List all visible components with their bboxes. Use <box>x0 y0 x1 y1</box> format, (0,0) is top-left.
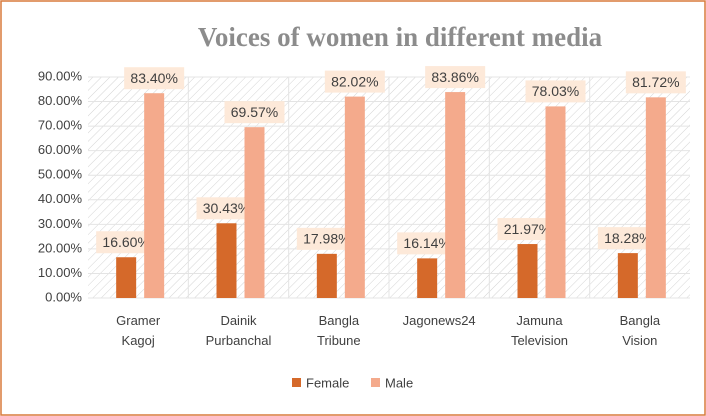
y-tick-label: 60.00% <box>38 142 83 157</box>
x-tick-label: Gramer Kagoj <box>116 313 161 348</box>
x-tick-label: Dainik Purbanchal <box>206 313 272 348</box>
data-label: 82.02% <box>331 73 378 89</box>
data-label-box <box>296 227 357 250</box>
y-tick-label: 0.00% <box>45 289 82 304</box>
data-label-box <box>324 70 385 93</box>
data-label-box <box>196 197 257 220</box>
data-label-box <box>597 227 658 250</box>
data-label: 69.57% <box>231 104 278 120</box>
chart-title: Voices of women in different media <box>198 22 603 52</box>
data-label: 18.28% <box>604 230 651 246</box>
legend-swatch <box>371 378 380 387</box>
y-tick-label: 70.00% <box>38 118 83 133</box>
bar <box>645 97 666 298</box>
data-label: 83.86% <box>431 69 478 85</box>
data-label: 21.97% <box>504 221 551 237</box>
x-tick-label: Bangla Vision <box>620 313 661 348</box>
data-label-box <box>224 101 285 124</box>
legend-label: Female <box>306 375 349 390</box>
data-label-box <box>397 232 458 255</box>
legend-swatch <box>292 378 301 387</box>
data-label: 78.03% <box>532 83 579 99</box>
data-label-box <box>96 231 157 254</box>
y-tick-label: 20.00% <box>38 240 83 255</box>
bar <box>244 127 265 299</box>
bar <box>545 106 566 298</box>
data-label-box <box>525 80 586 103</box>
bar <box>316 253 337 298</box>
bar <box>344 96 365 298</box>
bar <box>417 258 438 298</box>
y-tick-label: 40.00% <box>38 191 83 206</box>
bar <box>144 93 165 298</box>
data-label: 81.72% <box>632 74 679 90</box>
y-tick-label: 50.00% <box>38 167 83 182</box>
x-tick-label: Jamuna Television <box>511 313 568 348</box>
bar <box>517 244 538 298</box>
legend-label: Male <box>385 375 413 390</box>
data-label-box <box>425 66 486 89</box>
y-tick-label: 30.00% <box>38 216 83 231</box>
data-label: 83.40% <box>130 70 177 86</box>
data-label: 30.43% <box>203 200 250 216</box>
data-label: 16.60% <box>102 234 149 250</box>
bar <box>216 223 237 298</box>
y-tick-label: 80.00% <box>38 93 83 108</box>
data-label: 16.14% <box>403 235 450 251</box>
x-tick-label: Bangla Tribune <box>317 313 361 348</box>
data-label-box <box>625 71 686 94</box>
bar <box>445 92 466 298</box>
y-tick-label: 10.00% <box>38 265 83 280</box>
y-tick-label: 90.00% <box>38 68 83 83</box>
x-tick-label: Jagonews24 <box>403 313 476 328</box>
data-label-box <box>124 67 185 90</box>
bar <box>116 257 137 298</box>
data-label: 17.98% <box>303 231 350 247</box>
bar <box>617 253 638 298</box>
data-label-box <box>497 218 558 241</box>
